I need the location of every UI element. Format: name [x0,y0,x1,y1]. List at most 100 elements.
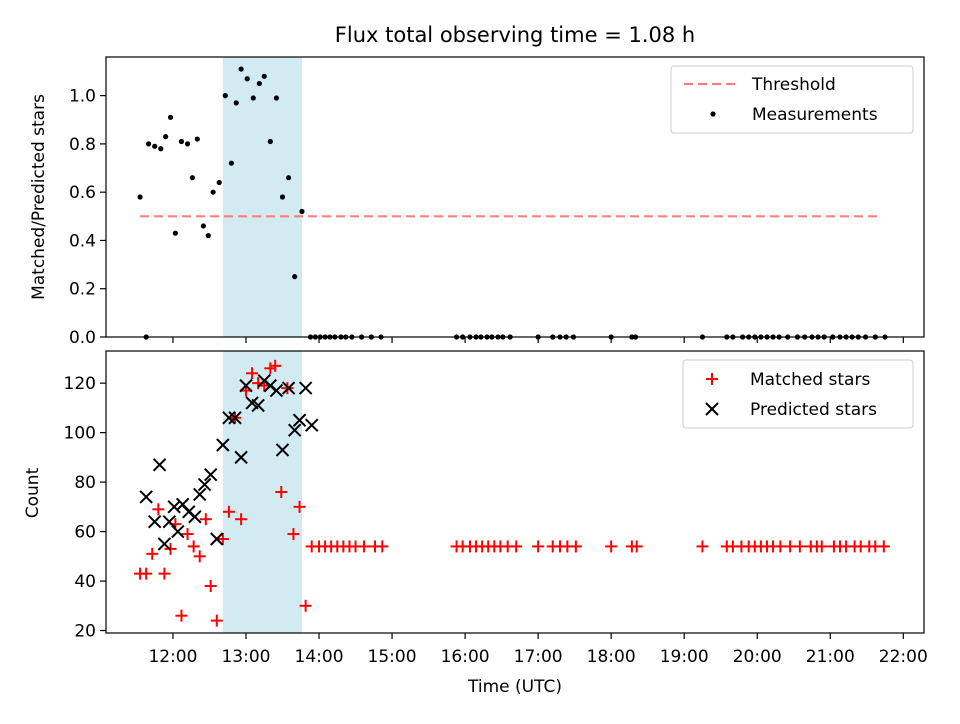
matched-legend-icon [706,373,718,385]
y-axis-label-bottom: Count [23,467,43,518]
predicted-star-point [139,490,153,504]
y-tick-label: 20 [74,622,96,642]
measurement-point [233,100,239,106]
matched-star-point [140,567,153,580]
predicted-star-point [216,438,230,452]
predicted-star-point [275,443,290,457]
x-tick-label: 13:00 [221,647,270,667]
x-tick-label: 18:00 [587,647,636,667]
measurement-point [222,93,228,99]
y-tick-label: 1.0 [69,87,96,107]
predicted-legend-icon [705,402,719,416]
predicted-star-point [251,398,265,413]
y-tick-label: 100 [64,424,96,444]
matched-star-point [175,609,188,622]
measurement-point [194,136,200,142]
shaded-interval [222,57,302,337]
matched-star-point [569,540,582,553]
legend-frame-top [670,65,914,134]
measurement-point [158,146,164,152]
matched-star-point [877,540,890,553]
matched-star-point [293,500,306,513]
legend-top: Threshold Measurements [670,65,914,134]
predicted-star-point [305,418,319,432]
measurement-point [285,175,292,181]
matched-star-point [532,540,545,553]
predicted-star-point [203,467,218,482]
matched-star-point [269,359,282,372]
measurement-point [137,194,143,200]
measurement-point [189,175,196,181]
panel-ratio: 0.0 0.2 0.4 0.6 0.8 1.0 Matched/Predicted sta… [29,56,925,348]
legend-frame-bottom [682,359,914,429]
y-tick-label: 60 [74,523,96,543]
predicted-star-point [167,500,181,514]
x-axis-label: Time (UTC) [467,677,562,697]
predicted-star-point [147,514,162,529]
x-tick-label: 12:00 [148,647,197,667]
predicted-star-point [188,510,202,524]
matched-star-point [216,533,229,545]
predicted-star-point [292,413,307,427]
y-tick-label: 40 [74,572,96,592]
predicted-star-point [228,411,242,425]
matched-star-point [793,540,806,553]
measurement-point [210,189,216,195]
measurement-point [256,80,262,87]
x-tick-label: 20:00 [733,647,782,667]
matched-star-point [815,540,828,553]
x-tick-label: 16:00 [441,647,490,667]
predicted-star-point [281,381,296,395]
x-tick-label: 17:00 [514,647,563,667]
predicted-stars-series [139,373,319,551]
measurement-point [146,141,152,147]
predicted-star-point [298,381,313,395]
shaded-interval [222,351,302,633]
plot-frame-bottom [105,350,925,634]
predicted-star-point [269,383,284,398]
matched-star-point [204,580,217,592]
observing-window-shade-bottom [222,351,302,633]
predicted-star-point [152,458,167,472]
y-tick-label: 0.8 [69,135,96,155]
matched-star-point [235,513,248,526]
y-tick-label: 80 [74,473,96,493]
measurement-point [238,66,244,72]
x-tick-label: 14:00 [295,647,344,667]
measurement-point [184,141,191,147]
measurement-point [163,134,169,140]
panel-count: 20 40 60 80 100 120 12:00 13:00 14:00 15:00 16:00… [23,350,928,667]
matched-star-point [222,505,235,518]
x-tick-label: 19:00 [660,647,709,667]
measurement-point [228,160,234,166]
x-tick-label: 22:00 [879,647,928,667]
matched-star-point [158,567,171,580]
x-axis-ticks-bottom: 12:00 13:00 14:00 15:00 16:00 17:00 18:00 19:00… [148,633,928,667]
y-tick-label: 120 [64,374,96,394]
legend-bottom: Matched stars Predicted stars [682,359,914,429]
matched-star-point [275,486,288,498]
matched-star-point [696,540,709,553]
matched-star-point [193,550,206,563]
predicted-star-point [197,477,212,492]
x-tick-label: 21:00 [806,647,855,667]
matched-star-point [199,513,212,526]
predicted-star-point [234,450,248,465]
matched-star-point [299,599,312,612]
measurement-point [178,138,185,145]
legend-label-matched: Matched stars [750,370,870,390]
y-axis-ticks-top: 0.0 0.2 0.4 0.6 0.8 1.0 [69,87,106,348]
y-tick-label: 0.2 [69,280,96,300]
measurement-point [167,114,174,120]
plot-frame-top [105,56,925,338]
measurement-point [292,274,298,280]
matched-star-point [152,503,165,516]
y-axis-label-top: Matched/Predicted stars [29,94,49,300]
matched-star-point [210,614,223,627]
x-tick-label: 15:00 [368,647,417,667]
predicted-star-point [193,487,207,502]
measurements-series [137,66,888,340]
y-tick-label: 0.0 [69,328,96,348]
